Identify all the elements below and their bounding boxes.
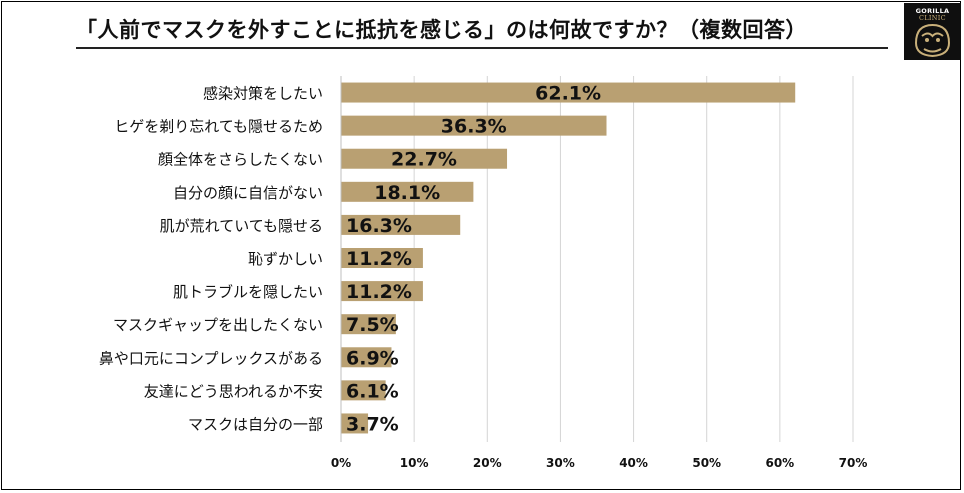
category-label: 顔全体をさらしたくない: [158, 151, 323, 169]
x-tick-label: 70%: [839, 456, 868, 470]
bar: [341, 148, 508, 169]
data-label: 3.7%: [346, 413, 399, 435]
bar: [341, 413, 369, 434]
category-label: 鼻や口元にコンプレックスがある: [99, 349, 323, 367]
bar: [341, 314, 396, 335]
data-label: 7.5%: [346, 314, 399, 336]
category-label: ヒゲを剃り忘れても隠せるため: [114, 118, 323, 136]
category-label: 恥ずかしい: [248, 250, 323, 268]
data-label: 18.1%: [374, 182, 440, 204]
bar: [341, 380, 386, 401]
bar: [341, 115, 607, 136]
data-label: 11.2%: [346, 281, 412, 303]
x-tick-label: 50%: [692, 456, 721, 470]
x-tick-label: 30%: [546, 456, 575, 470]
logo-wordmark: GORILLA CLINIC: [904, 8, 961, 22]
data-label: 11.2%: [346, 248, 412, 270]
logo-line1: GORILLA: [915, 7, 950, 15]
x-tick-label: 0%: [331, 456, 351, 470]
category-label: マスクギャップを出したくない: [113, 316, 323, 334]
category-label: 肌トラブルを隠したい: [173, 283, 323, 301]
category-label: 自分の顔に自信がない: [173, 184, 323, 202]
data-label: 62.1%: [535, 83, 601, 105]
category-label: 友達にどう思われるか不安: [144, 382, 323, 400]
bar: [341, 281, 423, 302]
data-label: 22.7%: [391, 149, 457, 171]
chart-title: 「人前でマスクを外すことに抵抗を感じる」のは何故ですか？（複数回答）: [76, 14, 888, 49]
bar: [341, 214, 461, 235]
category-label: マスクは自分の一部: [188, 415, 323, 433]
x-tick-label: 20%: [473, 456, 502, 470]
data-label: 16.3%: [346, 215, 412, 237]
x-tick-label: 40%: [619, 456, 648, 470]
bar: [341, 82, 796, 103]
data-label: 6.9%: [346, 347, 399, 369]
bar: [341, 181, 474, 202]
x-tick-label: 10%: [400, 456, 429, 470]
bar: [341, 347, 392, 368]
x-tick-label: 60%: [765, 456, 794, 470]
gorilla-clinic-logo: GORILLA CLINIC: [904, 3, 961, 60]
data-label: 6.1%: [346, 380, 399, 402]
bar: [341, 248, 423, 268]
logo-line2: CLINIC: [919, 14, 946, 22]
data-label: 36.3%: [441, 116, 507, 138]
category-label: 感染対策をしたい: [203, 85, 323, 103]
gorilla-icon: [914, 23, 951, 58]
category-label: 肌が荒れていても隠せる: [160, 217, 323, 235]
